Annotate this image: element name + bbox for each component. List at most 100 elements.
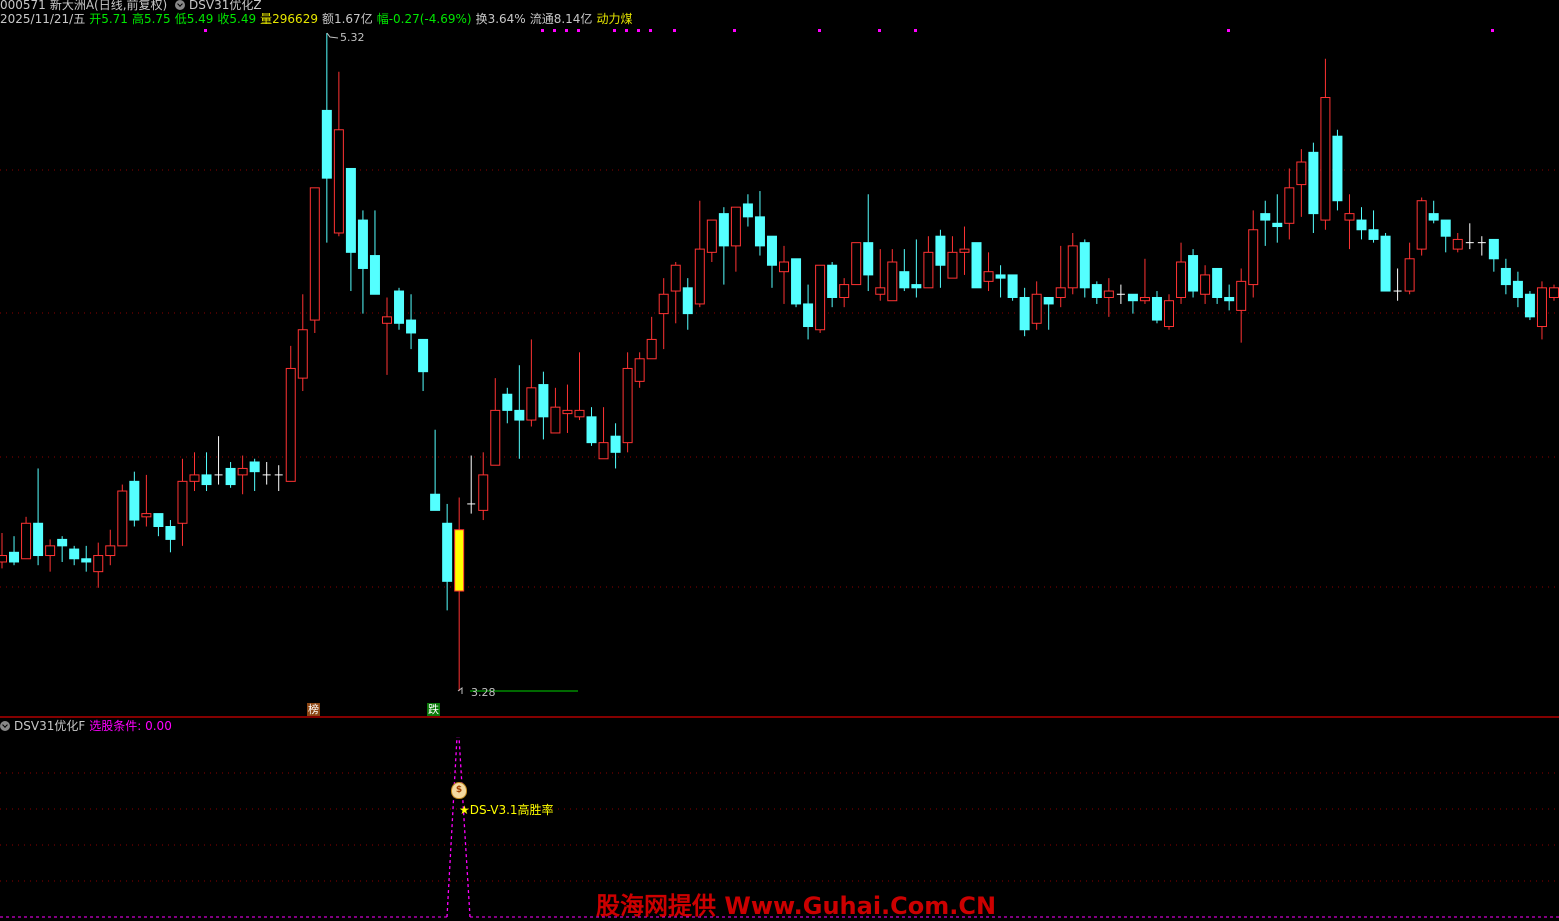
candle[interactable] [1007,274,1018,301]
candle[interactable] [117,484,128,547]
candle[interactable] [911,239,922,298]
candle[interactable] [1404,242,1415,295]
candle[interactable] [875,249,886,301]
candle[interactable] [442,503,453,611]
candle[interactable] [1416,197,1427,256]
candle[interactable] [538,371,549,440]
collapse-subpanel-icon[interactable] [0,721,10,731]
candle[interactable] [237,455,248,495]
candle[interactable] [1127,293,1138,314]
candle[interactable] [1284,168,1295,240]
candle[interactable] [514,365,525,459]
candle[interactable] [1500,258,1511,295]
tag-bang[interactable]: 榜 [307,703,320,716]
candle[interactable] [1031,281,1042,330]
candle[interactable] [706,219,717,263]
candle[interactable] [141,474,152,527]
candle[interactable] [249,458,260,492]
candle[interactable] [21,516,32,560]
candle[interactable] [1079,239,1090,298]
candle[interactable] [214,436,223,485]
candle[interactable] [983,252,994,292]
sub-indicator-name[interactable]: DSV31优化F [14,719,86,733]
candle[interactable] [1200,265,1211,304]
candle[interactable] [682,278,693,330]
candle[interactable] [863,194,874,292]
candle[interactable] [1091,281,1102,304]
candle[interactable] [57,536,68,562]
candle[interactable] [225,461,236,488]
candle[interactable] [1116,284,1125,304]
candle[interactable] [1176,242,1187,304]
candle[interactable] [1488,238,1499,272]
candle[interactable] [1067,232,1078,295]
candle[interactable] [1043,296,1054,330]
candle[interactable] [333,71,344,237]
candle[interactable] [93,542,104,588]
candle[interactable] [1512,271,1523,308]
candle[interactable] [1524,291,1535,321]
candle[interactable] [69,545,80,566]
candle[interactable] [851,242,862,286]
candle[interactable] [1296,149,1307,217]
candle[interactable] [9,536,20,566]
candle[interactable] [1308,142,1319,233]
candle[interactable] [598,407,609,460]
candle[interactable] [177,458,188,546]
candle[interactable] [1224,284,1235,311]
collapse-indicator-icon[interactable] [175,0,186,10]
candle[interactable] [1549,284,1559,301]
candle[interactable] [262,461,271,485]
candle[interactable] [586,407,597,446]
candle[interactable] [454,497,465,691]
candle[interactable] [995,265,1006,298]
candle[interactable] [1139,258,1150,304]
candle[interactable] [201,452,212,492]
candle[interactable] [189,452,200,492]
candle[interactable] [1356,207,1367,240]
candle[interactable] [490,378,501,466]
candle[interactable] [1477,236,1486,256]
candle[interactable] [1151,291,1162,324]
candle[interactable] [129,471,140,527]
candle[interactable] [1320,58,1331,230]
candle[interactable] [935,229,946,288]
candle[interactable] [105,529,116,566]
candle[interactable] [1188,249,1199,298]
candle[interactable] [634,352,645,388]
candle[interactable] [1428,200,1439,224]
candle[interactable] [1393,268,1402,301]
candle[interactable] [1332,129,1343,211]
candle[interactable] [971,242,982,289]
candle[interactable] [670,262,681,324]
candle[interactable] [502,387,513,424]
candle[interactable] [1536,281,1547,340]
candle[interactable] [803,284,814,340]
candle[interactable] [959,226,970,275]
candle[interactable] [779,245,790,304]
candle[interactable] [742,194,753,227]
main-indicator-name[interactable]: DSV31优化Z [189,0,262,12]
candle[interactable] [297,294,308,392]
candle[interactable] [1236,268,1247,343]
candle[interactable] [827,262,838,308]
candle[interactable] [321,33,332,243]
candle[interactable] [923,236,934,289]
candle[interactable] [754,191,765,256]
candle[interactable] [357,210,368,314]
candle[interactable] [947,236,958,279]
candle[interactable] [467,455,476,514]
candle[interactable] [81,545,92,572]
candle[interactable] [1212,267,1223,304]
candle[interactable] [381,297,392,375]
candle[interactable] [550,387,561,434]
candle[interactable] [1465,223,1474,250]
candle[interactable] [285,345,296,482]
candle[interactable] [718,207,729,285]
candle[interactable] [730,206,741,272]
candle[interactable] [430,429,441,511]
sector-tag[interactable]: 动力煤 [596,12,633,26]
candle[interactable] [1272,194,1283,243]
candle[interactable] [658,278,669,350]
